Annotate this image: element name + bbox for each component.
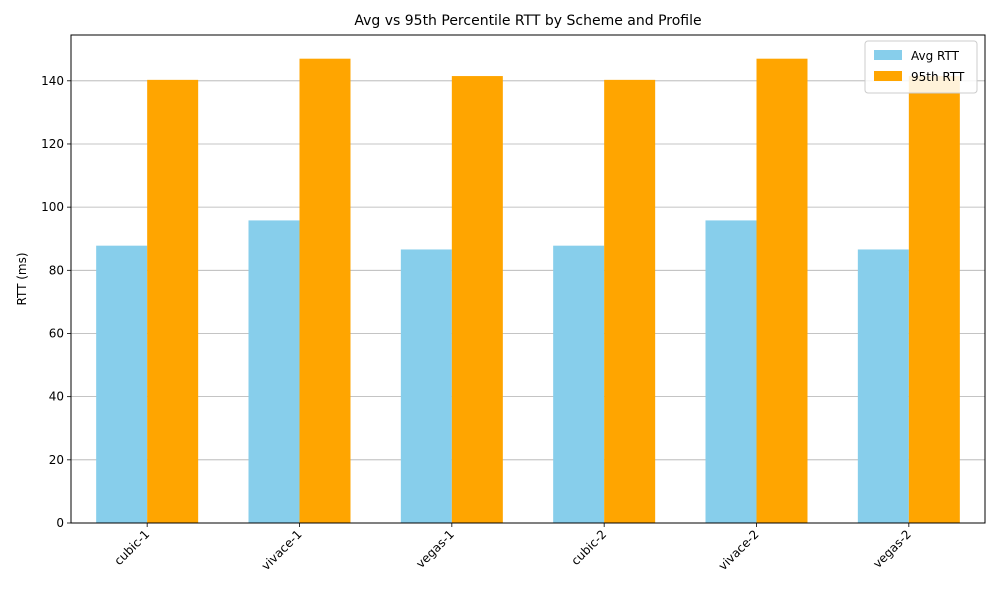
bar-p95-rtt-cubic-2 — [604, 79, 656, 523]
bar-p95-rtt-vivace-1 — [299, 58, 351, 523]
bar-avg-rtt-vegas-1 — [400, 249, 452, 523]
legend-label: Avg RTT — [911, 49, 960, 63]
x-tick-label: vegas-2 — [870, 527, 914, 571]
legend-label: 95th RTT — [911, 70, 965, 84]
y-tick-label: 80 — [49, 263, 64, 277]
x-tick-label: cubic-2 — [568, 527, 609, 568]
y-axis-label: RTT (ms) — [15, 252, 29, 305]
y-tick-label: 120 — [41, 137, 64, 151]
legend-swatch — [874, 50, 902, 60]
y-tick-label: 0 — [56, 516, 64, 530]
bar-avg-rtt-cubic-1 — [96, 245, 148, 524]
y-tick-label: 40 — [49, 390, 64, 404]
y-tick-label: 20 — [49, 453, 64, 467]
x-tick-label: vivace-1 — [259, 527, 305, 573]
bar-avg-rtt-cubic-2 — [553, 245, 605, 524]
legend: Avg RTT 95th RTT — [864, 40, 978, 94]
bar-p95-rtt-vegas-2 — [908, 76, 960, 523]
y-tick-label: 140 — [41, 74, 64, 88]
chart-title: Avg vs 95th Percentile RTT by Scheme and… — [354, 13, 701, 29]
bar-p95-rtt-vegas-1 — [451, 76, 503, 523]
legend-swatch — [874, 71, 902, 81]
x-tick-label: vivace-2 — [716, 527, 762, 573]
x-tick-label: vegas-1 — [413, 527, 457, 571]
bar-avg-rtt-vivace-1 — [248, 220, 300, 523]
x-tick-label: cubic-1 — [111, 527, 152, 568]
bars — [96, 58, 960, 524]
bar-avg-rtt-vivace-2 — [705, 220, 757, 523]
bar-p95-rtt-cubic-1 — [147, 79, 199, 523]
y-tick-label: 60 — [49, 326, 64, 340]
y-tick-label: 100 — [41, 200, 64, 214]
grid-lines — [71, 80, 985, 524]
plot-frame — [70, 34, 986, 524]
axes — [67, 34, 986, 527]
bar-p95-rtt-vivace-2 — [756, 58, 808, 523]
bar-avg-rtt-vegas-2 — [857, 249, 909, 523]
